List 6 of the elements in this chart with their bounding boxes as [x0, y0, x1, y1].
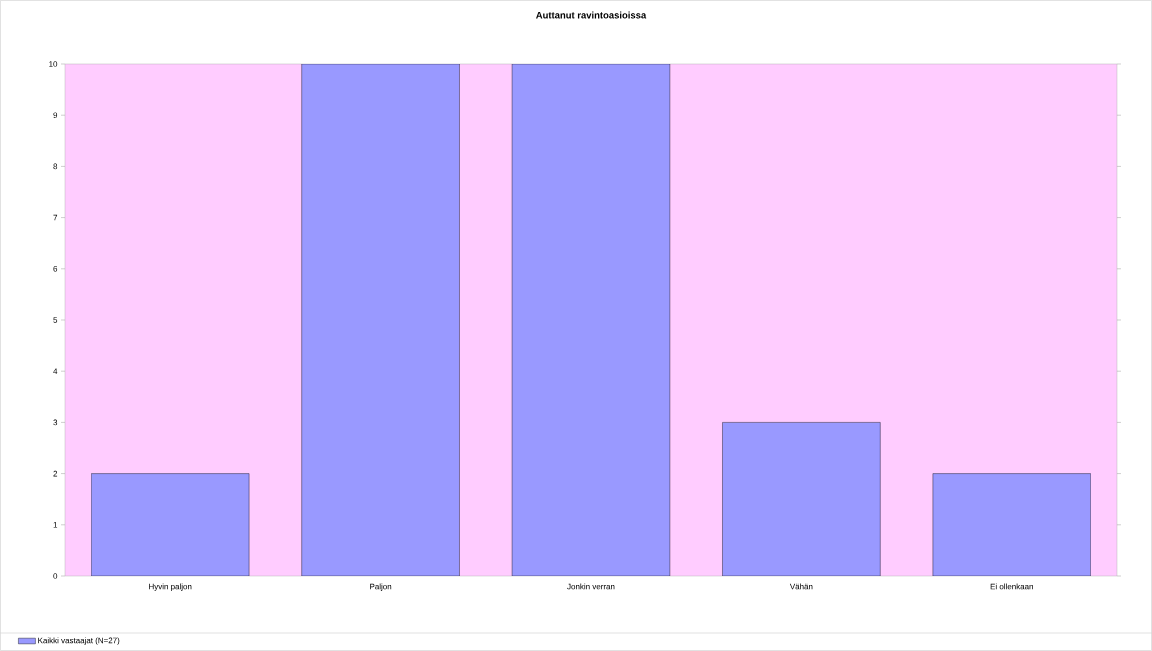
chart-title: Auttanut ravintoasioissa	[536, 11, 647, 19]
bar	[91, 473, 250, 576]
bar	[722, 422, 881, 576]
bar	[932, 473, 1091, 576]
bar	[301, 64, 460, 576]
bar	[511, 64, 671, 576]
